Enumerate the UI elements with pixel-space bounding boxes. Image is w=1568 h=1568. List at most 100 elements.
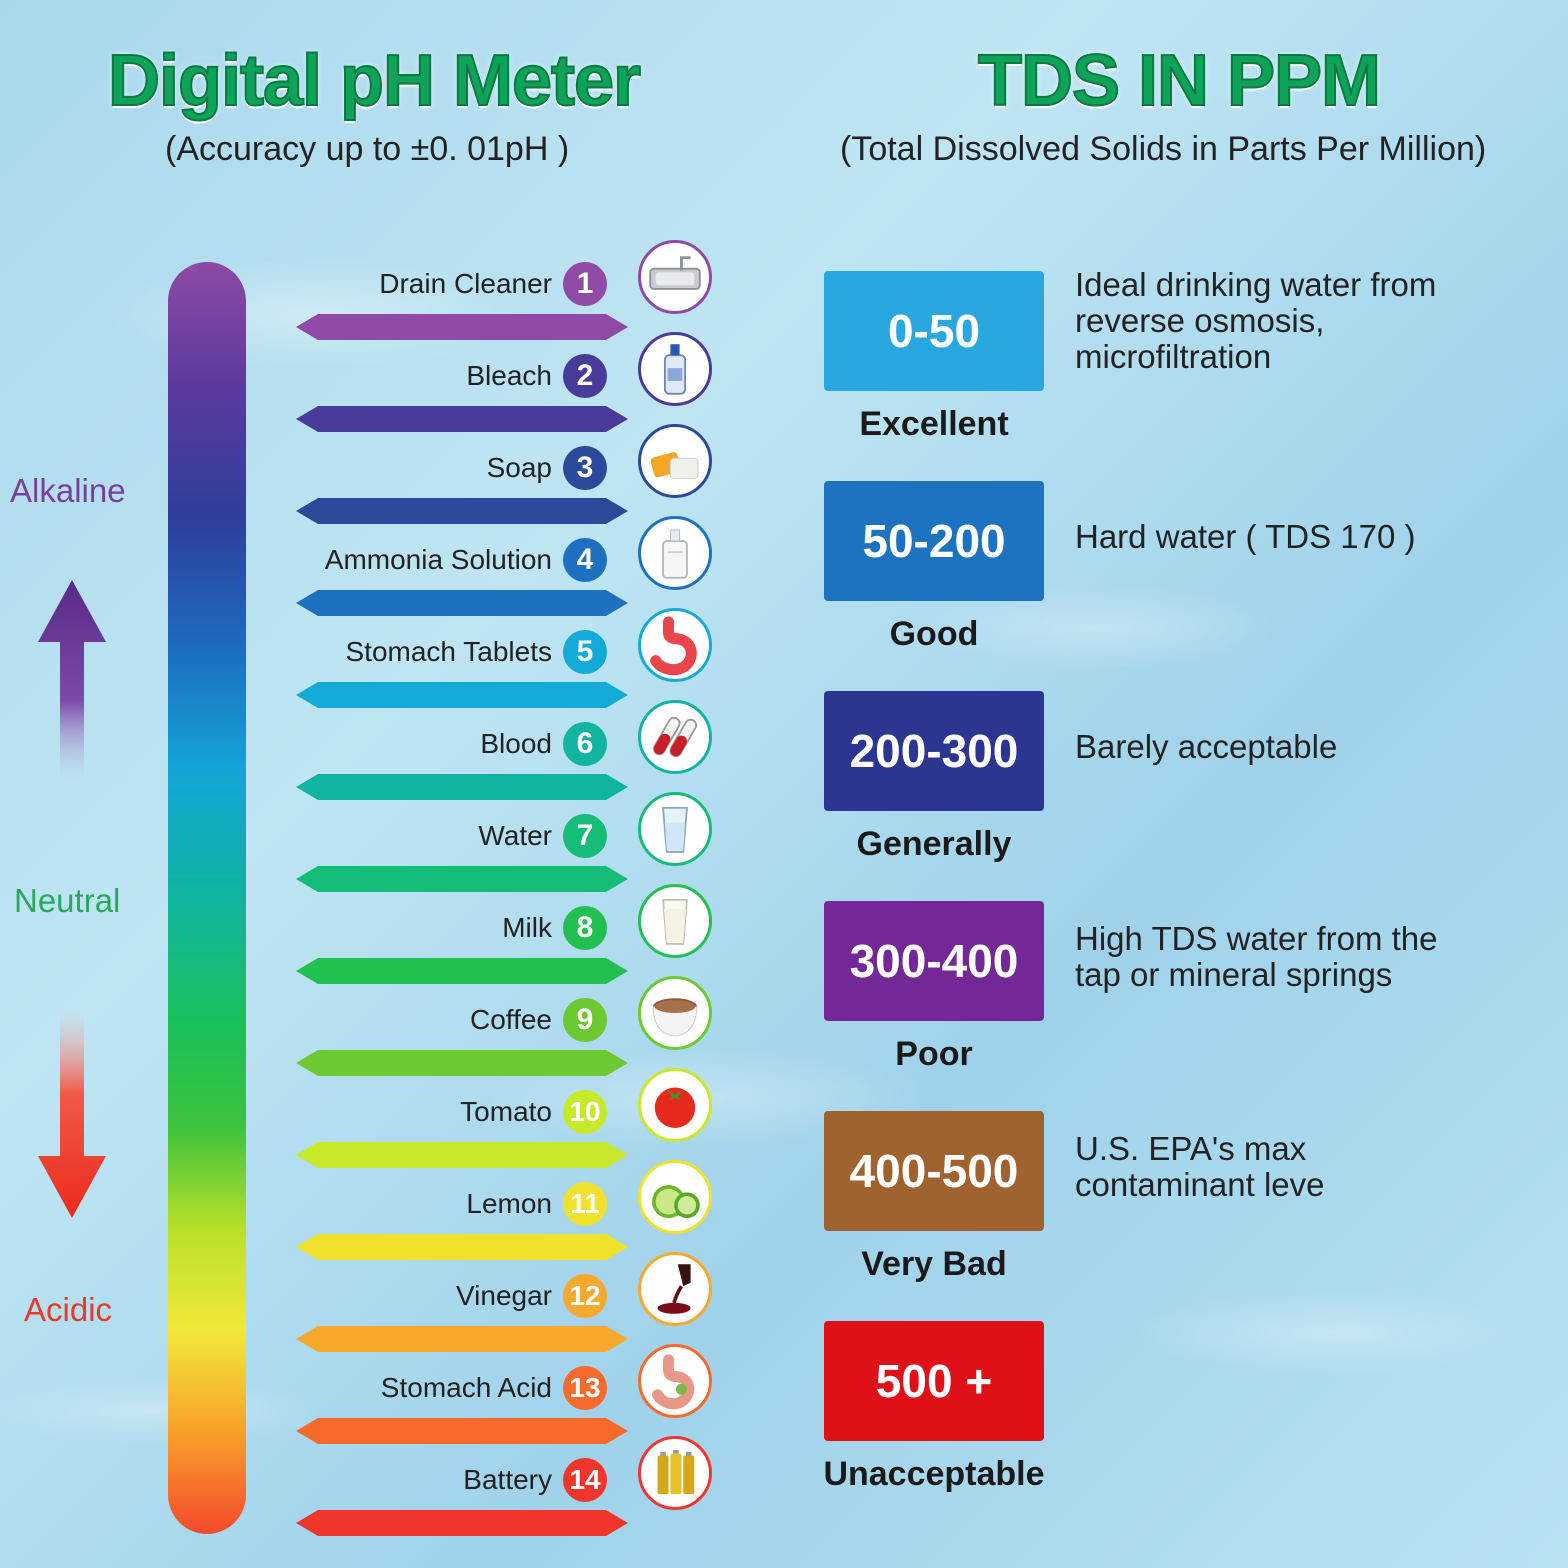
tds-range-box: 0-50	[824, 271, 1044, 391]
bleach-bottle-icon	[638, 332, 712, 406]
tds-subtitle: (Total Dissolved Solids in Parts Per Mil…	[840, 130, 1487, 168]
milk-glass-icon	[638, 884, 712, 958]
ph-item-label: Blood	[480, 728, 552, 759]
tds-rating-label: Excellent	[859, 405, 1009, 443]
ph-level-bar	[296, 590, 628, 616]
ph-item-row: Battery 14	[290, 1436, 730, 1550]
ph-level-bar	[296, 1418, 628, 1444]
acidic-label: Acidic	[24, 1291, 113, 1328]
ph-level-bar	[296, 498, 628, 524]
stomach-acid-icon	[638, 1344, 712, 1418]
vinegar-icon	[638, 1252, 712, 1326]
ph-item-row: Water 7	[290, 792, 730, 906]
coffee-cup-icon	[638, 976, 712, 1050]
tds-rating-label: Very Bad	[861, 1245, 1007, 1283]
ph-number-badge: 4	[563, 538, 607, 582]
tds-description-line: contaminant leve	[1075, 1166, 1325, 1203]
ph-number-badge: 13	[563, 1366, 607, 1410]
ph-item-label: Stomach Tablets	[345, 636, 553, 667]
tds-range-box: 300-400	[824, 901, 1044, 1021]
ph-level-bar	[296, 958, 628, 984]
ph-number-badge: 1	[563, 262, 607, 306]
tds-description-line: Hard water ( TDS 170 )	[1075, 518, 1416, 555]
tds-rating-label: Unacceptable	[823, 1455, 1045, 1493]
ph-item-row: Lemon 11	[290, 1160, 730, 1274]
tds-description-line: U.S. EPA's max	[1075, 1130, 1307, 1167]
tds-description: High TDS water from the tap or mineral sp…	[1075, 921, 1545, 993]
ph-number-badge: 12	[563, 1274, 607, 1318]
tds-title: TDS IN PPM	[977, 40, 1382, 122]
ph-item-row: Soap 3	[290, 424, 730, 538]
tds-description-line: reverse osmosis,	[1075, 302, 1325, 339]
ph-item-label: Soap	[486, 452, 552, 483]
ph-item-label: Battery	[463, 1464, 552, 1495]
ph-item-row: Stomach Acid 13	[290, 1344, 730, 1458]
tds-description: Barely acceptable	[1075, 729, 1545, 765]
ph-item-label: Milk	[502, 912, 552, 943]
tds-range-box: 400-500	[824, 1111, 1044, 1231]
lime-icon	[638, 1160, 712, 1234]
ph-item-row: Bleach 2	[290, 332, 730, 446]
ph-number-badge: 14	[563, 1458, 607, 1502]
arrow-down-icon	[38, 1010, 106, 1218]
ph-level-bar	[296, 1326, 628, 1352]
neutral-label: Neutral	[14, 882, 121, 919]
ph-level-bar	[296, 406, 628, 432]
ph-subtitle: (Accuracy up to ±0. 01pH )	[165, 130, 570, 168]
ph-item-label: Stomach Acid	[380, 1372, 552, 1403]
ph-level-bar	[296, 866, 628, 892]
ph-item-row: Vinegar 12	[290, 1252, 730, 1366]
ph-item-label: Water	[478, 820, 552, 851]
ph-item-label: Bleach	[466, 360, 552, 391]
ph-item-row: Stomach Tablets 5	[290, 608, 730, 722]
stomach-icon	[638, 608, 712, 682]
tomato-icon	[638, 1068, 712, 1142]
ph-number-badge: 10	[563, 1090, 607, 1134]
ph-item-row: Ammonia Solution 4	[290, 516, 730, 630]
ph-item-label: Ammonia Solution	[324, 544, 552, 575]
tds-description: Hard water ( TDS 170 )	[1075, 519, 1545, 555]
ph-item-row: Tomato 10	[290, 1068, 730, 1182]
tds-description: U.S. EPA's max contaminant leve	[1075, 1131, 1545, 1203]
ph-level-bar	[296, 682, 628, 708]
arrow-up-icon	[38, 580, 106, 780]
ph-level-bar	[296, 314, 628, 340]
ph-number-badge: 7	[563, 814, 607, 858]
tds-description-line: Ideal drinking water from	[1075, 266, 1437, 303]
ph-level-bar	[296, 1234, 628, 1260]
ph-number-badge: 9	[563, 998, 607, 1042]
alkaline-label: Alkaline	[10, 472, 126, 509]
ph-level-bar	[296, 774, 628, 800]
tds-description-line: tap or mineral springs	[1075, 956, 1393, 993]
ph-item-label: Drain Cleaner	[379, 268, 552, 299]
blood-tube-icon	[638, 700, 712, 774]
ph-item-row: Milk 8	[290, 884, 730, 998]
ph-title: Digital pH Meter	[107, 40, 642, 122]
tds-description-line: microfiltration	[1075, 338, 1272, 375]
tds-rating-label: Generally	[856, 825, 1012, 863]
ph-number-badge: 11	[563, 1182, 607, 1226]
ph-item-label: Vinegar	[455, 1280, 552, 1311]
ph-level-bar	[296, 1050, 628, 1076]
tds-description-line: Barely acceptable	[1075, 728, 1338, 765]
ph-level-bar	[296, 1142, 628, 1168]
ph-item-label: Tomato	[460, 1096, 552, 1127]
battery-icon	[638, 1436, 712, 1510]
ph-number-badge: 3	[563, 446, 607, 490]
soap-bar-icon	[638, 424, 712, 498]
ph-level-bar	[296, 1510, 628, 1536]
ammonia-bottle-icon	[638, 516, 712, 590]
tds-rating-label: Poor	[895, 1035, 973, 1073]
tds-description-line: High TDS water from the	[1075, 920, 1438, 957]
water-glass-icon	[638, 792, 712, 866]
ph-item-row: Drain Cleaner 1	[290, 240, 730, 354]
sink-icon	[638, 240, 712, 314]
ph-item-label: Coffee	[470, 1004, 552, 1035]
ph-number-badge: 5	[563, 630, 607, 674]
ph-gradient-bar	[168, 262, 246, 1534]
tds-range-box: 50-200	[824, 481, 1044, 601]
tds-description: Ideal drinking water from reverse osmosis…	[1075, 267, 1545, 375]
tds-rating-label: Good	[889, 615, 979, 653]
ph-number-badge: 6	[563, 722, 607, 766]
tds-range-box: 200-300	[824, 691, 1044, 811]
